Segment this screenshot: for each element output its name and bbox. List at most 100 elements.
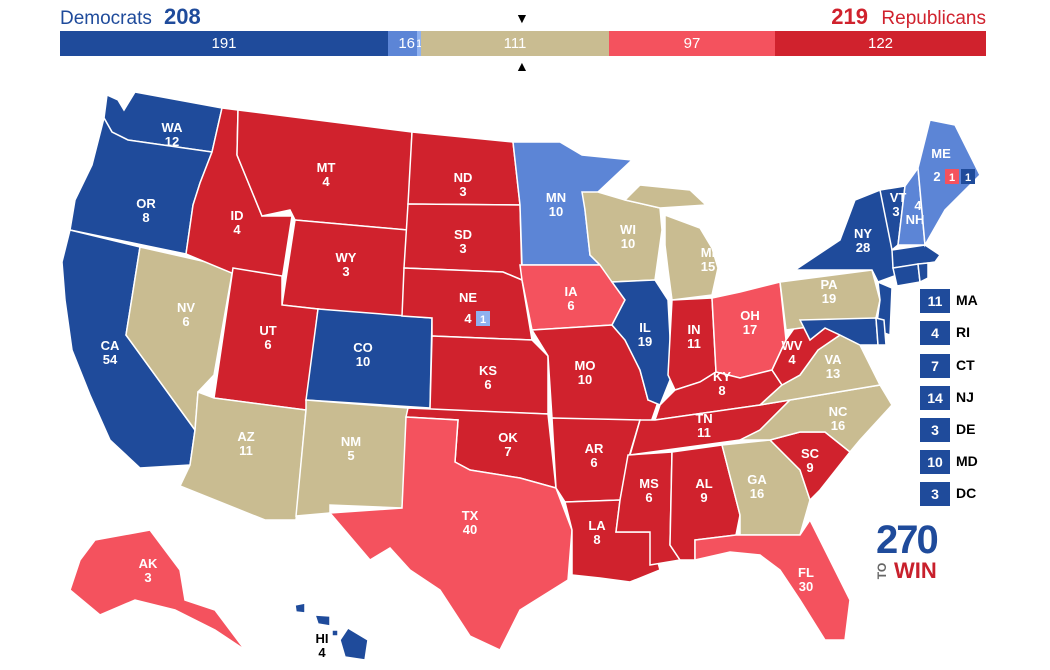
- bar-value: 16: [398, 35, 415, 52]
- label-sc-abbr: SC: [801, 446, 820, 461]
- bar-segment-split-dem[interactable]: 1: [417, 31, 421, 56]
- label-mn-abbr: MN: [546, 190, 566, 205]
- label-ga-ev: 16: [750, 486, 764, 501]
- label-ny-abbr: NY: [854, 226, 872, 241]
- state-ak[interactable]: [69, 529, 246, 651]
- logo-win: WIN: [894, 558, 937, 583]
- label-me-cd1: 1: [949, 172, 955, 184]
- label-in-abbr: IN: [688, 322, 701, 337]
- label-la-ev: 8: [593, 532, 600, 547]
- state-ct[interactable]: [892, 263, 921, 287]
- label-co-ev: 10: [356, 354, 370, 369]
- label-in-ev: 11: [687, 336, 701, 351]
- label-az-abbr: AZ: [237, 429, 254, 444]
- label-mt-ev: 4: [322, 174, 330, 189]
- republicans-total: 219: [831, 4, 868, 29]
- state-pa[interactable]: [779, 269, 881, 331]
- state-labels: WA 12 OR 8 CA 54 NV 6 ID 4 MT 4 WY 3 UT …: [101, 120, 975, 660]
- label-nh-ev: 4: [914, 198, 922, 213]
- state-de[interactable]: [875, 317, 887, 346]
- label-sd-ev: 3: [459, 241, 466, 256]
- state-fl[interactable]: [694, 518, 851, 641]
- label-sc-ev: 9: [806, 460, 813, 475]
- label-va-ev: 13: [826, 366, 840, 381]
- small-state-nj[interactable]: 14 NJ: [920, 386, 1040, 410]
- bar-value: 122: [867, 35, 894, 52]
- label-al-ev: 9: [700, 490, 707, 505]
- ev-box: 14: [920, 386, 950, 410]
- democrats-label: Democrats: [60, 8, 152, 29]
- bar-segment-safe-rep[interactable]: 122: [775, 31, 986, 56]
- label-ks-ev: 6: [484, 377, 491, 392]
- label-tn-abbr: TN: [695, 411, 712, 426]
- label-il-ev: 19: [638, 334, 652, 349]
- label-wv-ev: 4: [788, 352, 796, 367]
- bar-segment-tossup[interactable]: 111: [421, 31, 609, 56]
- small-state-md[interactable]: 10 MD: [920, 450, 1040, 474]
- democrats-total: 208: [164, 4, 201, 29]
- label-tx-abbr: TX: [462, 508, 479, 523]
- label-ak-abbr: AK: [139, 556, 158, 571]
- label-sd-abbr: SD: [454, 227, 472, 242]
- bar-segment-safe-dem[interactable]: 191: [60, 31, 388, 56]
- label-nd-abbr: ND: [454, 170, 473, 185]
- me-district-box-2[interactable]: [945, 169, 959, 184]
- state-hi[interactable]: [339, 626, 369, 661]
- label-tx-ev: 40: [463, 522, 477, 537]
- state-abbr: MD: [956, 453, 978, 469]
- small-state-ct[interactable]: 7 CT: [920, 354, 1040, 378]
- electoral-header: Democrats 208 219 Republicans ▼: [60, 4, 986, 32]
- label-mi-ev: 15: [701, 259, 715, 274]
- label-ms-abbr: MS: [639, 476, 659, 491]
- state-hi-islands[interactable]: [294, 602, 339, 637]
- ne-district-box[interactable]: [476, 311, 490, 326]
- me-district-box-1[interactable]: [961, 169, 975, 184]
- label-fl-abbr: FL: [798, 565, 814, 580]
- ev-box: 4: [920, 321, 950, 345]
- state-tx[interactable]: [328, 416, 573, 651]
- label-ca-ev: 54: [103, 352, 118, 367]
- small-state-de[interactable]: 3 DE: [920, 418, 1040, 442]
- electoral-vote-bar: 191 16 1 111 97 122: [60, 31, 986, 56]
- ev-box: 3: [920, 482, 950, 506]
- state-ks[interactable]: [429, 335, 549, 415]
- label-ia-abbr: IA: [565, 284, 579, 299]
- bar-value: 111: [503, 35, 527, 52]
- label-hi-ev: 4: [318, 645, 326, 660]
- label-ne-ev: 4: [464, 311, 472, 326]
- label-az-ev: 11: [239, 443, 253, 458]
- label-nh-abbr: NH: [906, 212, 925, 227]
- state-il[interactable]: [610, 279, 673, 406]
- state-mi[interactable]: [664, 213, 719, 301]
- label-ny-ev: 28: [856, 240, 870, 255]
- label-la-abbr: LA: [588, 518, 606, 533]
- state-abbr: NJ: [956, 389, 974, 405]
- label-ok-ev: 7: [504, 444, 511, 459]
- small-state-ma[interactable]: 11 MA: [920, 289, 1040, 313]
- bar-segment-lean-rep[interactable]: 97: [609, 31, 775, 56]
- label-id-abbr: ID: [231, 208, 244, 223]
- bar-value: 97: [683, 35, 701, 52]
- label-mn-ev: 10: [549, 204, 563, 219]
- label-tn-ev: 11: [697, 425, 711, 440]
- label-ca-abbr: CA: [101, 338, 120, 353]
- bar-value: 191: [211, 35, 237, 52]
- state-mi-upper[interactable]: [623, 184, 708, 209]
- label-ut-ev: 6: [264, 337, 271, 352]
- 270towin-logo[interactable]: 270 TO WIN: [872, 518, 952, 584]
- logo-number: 270: [876, 518, 939, 562]
- state-ri[interactable]: [917, 262, 929, 284]
- bar-segment-lean-dem[interactable]: 16: [388, 31, 417, 56]
- small-state-dc[interactable]: 3 DC: [920, 482, 1040, 506]
- label-wa-ev: 12: [165, 134, 179, 149]
- label-nm-abbr: NM: [341, 434, 361, 449]
- label-hi-abbr: HI: [316, 631, 329, 646]
- state-abbr: MA: [956, 292, 978, 308]
- state-abbr: DE: [956, 421, 976, 437]
- label-nc-ev: 16: [831, 418, 845, 433]
- state-ny[interactable]: [792, 188, 898, 283]
- label-nc-abbr: NC: [829, 404, 848, 419]
- label-ak-ev: 3: [144, 570, 151, 585]
- small-state-ri[interactable]: 4 RI: [920, 321, 1040, 345]
